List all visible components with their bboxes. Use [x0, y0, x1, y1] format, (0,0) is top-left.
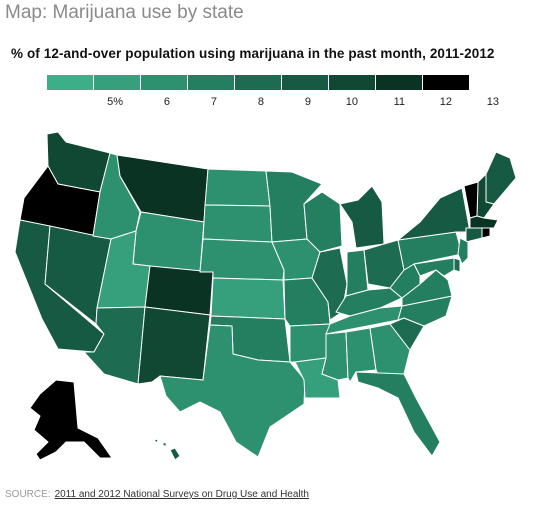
state-me[interactable]	[485, 151, 517, 205]
legend-swatch	[47, 75, 93, 90]
legend-swatch	[94, 75, 140, 90]
legend-tick: 12	[439, 96, 452, 108]
state-sd[interactable]	[202, 204, 273, 243]
legend-swatch	[423, 75, 469, 90]
state-nj[interactable]	[457, 237, 469, 265]
state-hi[interactable]	[153, 438, 181, 461]
legend-tick: 13	[486, 96, 499, 108]
legend-swatch	[235, 75, 281, 90]
legend-tick: 8	[257, 96, 264, 108]
state-de[interactable]	[453, 257, 461, 273]
legend	[47, 75, 470, 90]
legend-swatch	[282, 75, 328, 90]
state-ak[interactable]	[29, 379, 113, 461]
state-ar[interactable]	[289, 323, 331, 363]
state-wy[interactable]	[132, 211, 205, 273]
state-md[interactable]	[413, 257, 455, 277]
legend-swatch	[141, 75, 187, 90]
us-choropleth-map	[14, 131, 517, 461]
legend-tick: 5%	[107, 96, 123, 108]
legend-tick: 6	[163, 96, 170, 108]
legend-tick: 11	[393, 96, 405, 108]
state-ks[interactable]	[210, 277, 286, 320]
state-ct[interactable]	[465, 227, 483, 243]
state-nm[interactable]	[137, 306, 211, 385]
legend-swatch	[188, 75, 234, 90]
state-il[interactable]	[311, 247, 348, 321]
state-tx[interactable]	[159, 324, 306, 458]
state-ms[interactable]	[321, 331, 349, 381]
state-ma[interactable]	[469, 215, 499, 229]
source-note: SOURCE: 2011 and 2012 National Surveys on…	[5, 489, 309, 500]
legend-tick: 10	[345, 96, 358, 108]
state-fl[interactable]	[355, 371, 441, 457]
state-nd[interactable]	[204, 168, 271, 207]
legend-tick: 9	[304, 96, 311, 108]
source-label: SOURCE:	[5, 489, 51, 500]
state-ne[interactable]	[199, 238, 285, 281]
state-mi[interactable]	[339, 185, 385, 249]
legend-tick: 7	[210, 96, 217, 108]
state-ri[interactable]	[481, 227, 491, 239]
map-subtitle: % of 12-and-over population using mariju…	[11, 46, 495, 61]
source-link[interactable]: 2011 and 2012 National Surveys on Drug U…	[54, 489, 309, 500]
legend-swatch	[376, 75, 422, 90]
legend-swatch	[329, 75, 375, 90]
page-title: Map: Marijuana use by state	[5, 2, 244, 23]
state-ny[interactable]	[397, 187, 471, 241]
state-wi[interactable]	[303, 191, 343, 253]
state-co[interactable]	[144, 265, 214, 316]
